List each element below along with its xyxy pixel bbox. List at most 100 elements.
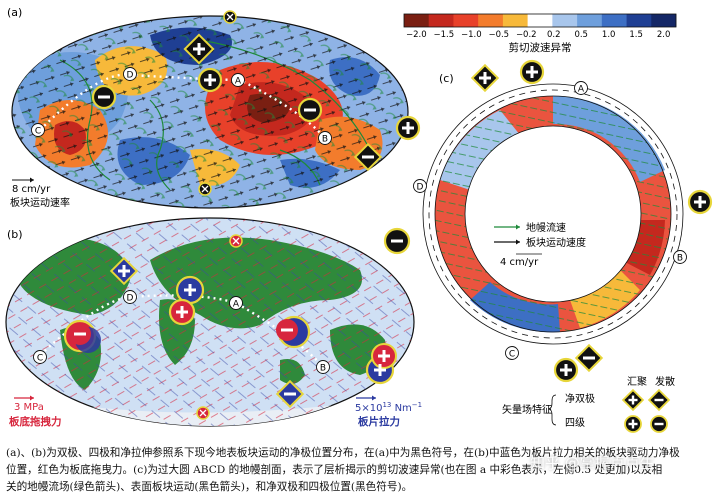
panel-b-label: (b) — [7, 228, 23, 241]
colorbar-tick-label: 0.2 — [547, 30, 561, 40]
panel-b-pull-scale: 5×1013 Nm−1 — [355, 401, 422, 414]
colorbar-title: 剪切波速异常 — [509, 41, 572, 54]
colorbar-tick-label: −2.0 — [406, 30, 427, 40]
panel-a-pole-plus-edge — [395, 115, 421, 141]
panel-a-net-pole-bottom — [198, 182, 212, 196]
svg-text:A: A — [233, 300, 240, 310]
legend-col-converge: 汇聚 — [627, 375, 647, 388]
legend-dipole-diverge — [647, 388, 671, 412]
colorbar-swatch — [478, 14, 504, 27]
panel-c-pole-plus-east — [687, 189, 713, 215]
panel-a-net-pole-top — [223, 10, 237, 24]
colorbar-tick-label: −0.2 — [516, 30, 537, 40]
colorbar-tick-label: −0.5 — [488, 30, 509, 40]
panel-b-drag-caption: 板底拖拽力 — [9, 415, 62, 428]
legend-row-quadrupole: 四级 — [565, 417, 585, 429]
panel-c-point-a: A — [574, 81, 588, 95]
legend-col-diverge: 发散 — [655, 375, 675, 388]
svg-text:B: B — [320, 364, 326, 374]
legend-dipole-converge — [621, 388, 645, 412]
panel-b-pull-scale-arrow — [356, 395, 376, 401]
panel-c-legend: 地幔流速 板块运动速度 4 cm/yr — [494, 221, 586, 268]
panel-b-point-c: C — [33, 350, 47, 364]
caption-line-3: 关的地幔流场(绿色箭头)、表面板块运动(黑色箭头)，和净双极和四极位置(黑色符号… — [6, 481, 413, 493]
panel-c-label: (c) — [439, 72, 454, 85]
colorbar-swatch — [577, 14, 603, 27]
caption-line-2: 位置，红色为板底拖曳力。(c)为过大圆 ABCD 的地幔剖面，表示了层析揭示的剪… — [6, 464, 663, 476]
colorbar-swatch — [601, 14, 627, 27]
panel-b-net-pole-top — [229, 234, 243, 248]
figure-caption: (a)、(b)为双极、四极和净拉伸参照系下现今地表板块运动的净极位置分布，在(a… — [6, 445, 712, 496]
panel-a-point-c: C — [31, 123, 45, 137]
panel-c-point-b: B — [673, 250, 687, 264]
panel-a-quad-minus-east — [353, 142, 383, 172]
panel-a-point-b: B — [318, 131, 332, 145]
panel-b-map: A B C D — [5, 217, 415, 427]
legend-plate-velocity: 板块运动速度 — [526, 236, 586, 249]
svg-text:B: B — [677, 254, 683, 264]
panel-b-pole-minus-east — [276, 315, 311, 349]
svg-text:D: D — [127, 71, 134, 81]
panel-a-scale-value: 8 cm/yr — [12, 184, 51, 195]
panel-c-quad-minus-bottom — [574, 343, 604, 373]
svg-text:D: D — [417, 183, 424, 193]
colorbar-swatch — [527, 14, 553, 27]
panel-a-point-d: D — [123, 67, 137, 81]
colorbar-swatch — [651, 14, 677, 27]
panel-c-cross-section: A B C D — [383, 59, 713, 383]
panel-a-label: (a) — [7, 6, 22, 19]
colorbar-swatch — [404, 14, 430, 27]
legend-mantle-flow: 地幔流速 — [526, 221, 566, 234]
panel-b-point-a: A — [229, 296, 243, 310]
panel-a-map: A B C D — [11, 10, 421, 209]
panel-b-point-d: D — [123, 290, 137, 304]
legend-row-dipole: 净双极 — [565, 392, 595, 405]
svg-text:B: B — [322, 135, 328, 145]
panel-c-quad-plus-top — [470, 63, 500, 93]
panel-c-pole-minus-west — [383, 227, 411, 255]
colorbar-tick-label: −1.0 — [461, 30, 482, 40]
caption-line-1: (a)、(b)为双极、四极和净拉伸参照系下现今地表板块运动的净极位置分布，在(a… — [6, 447, 680, 459]
panel-a-pole-minus — [91, 84, 117, 110]
colorbar-swatch — [453, 14, 479, 27]
svg-text:D: D — [127, 294, 134, 304]
svg-text:A: A — [578, 85, 585, 95]
panel-b-net-pole-bottom — [196, 406, 210, 420]
panel-a-scale-arrow — [12, 177, 34, 183]
panel-b-point-b: B — [316, 360, 330, 374]
colorbar-border — [403, 13, 677, 28]
panel-a-point-a: A — [231, 73, 245, 87]
colorbar-swatch — [626, 14, 652, 27]
colorbar-swatch — [552, 14, 578, 27]
panel-b-pole-plus-southeast — [365, 343, 397, 385]
svg-text:C: C — [35, 127, 41, 137]
colorbar-tick-label: 1.0 — [602, 30, 616, 40]
panel-b-pole-minus-west — [63, 319, 101, 353]
panel-a-pole-plus — [197, 67, 223, 93]
colorbar: −2.0 −1.5 −1.0 −0.5 −0.2 0.2 0.5 1.0 1.5 2.0 — [403, 13, 677, 40]
panel-c-point-d: D — [413, 179, 427, 193]
panel-a-quad-plus-north — [183, 33, 215, 65]
panel-b-quad-plus — [109, 256, 139, 286]
legend-quadrupole-diverge — [650, 415, 668, 433]
panel-a-scale-caption: 板块运动速率 — [10, 196, 70, 209]
svg-text:C: C — [509, 350, 515, 360]
panel-b-quad-minus — [275, 379, 305, 409]
panel-b-pole-plus-center — [168, 298, 196, 326]
panel-c-pole-plus-top — [519, 59, 545, 85]
colorbar-tick-label: 2.0 — [657, 30, 671, 40]
panel-b-pull-caption: 板片拉力 — [358, 415, 400, 428]
panel-c-scale: 4 cm/yr — [500, 257, 539, 268]
colorbar-tick-label: 1.5 — [629, 30, 643, 40]
colorbar-swatch — [502, 14, 528, 27]
svg-text:C: C — [37, 354, 43, 364]
panel-b-drag-scale: 3 MPa — [14, 402, 44, 413]
colorbar-tick-label: 0.5 — [574, 30, 588, 40]
panel-a-pole-minus-east — [297, 97, 323, 123]
colorbar-tick-label: −1.5 — [434, 30, 455, 40]
vector-field-legend: 汇聚 发散 矢量场特征 净双极 四级 — [502, 375, 675, 433]
panel-c-point-c: C — [505, 346, 519, 360]
legend-quadrupole-converge — [624, 415, 642, 433]
colorbar-swatch — [428, 14, 454, 27]
